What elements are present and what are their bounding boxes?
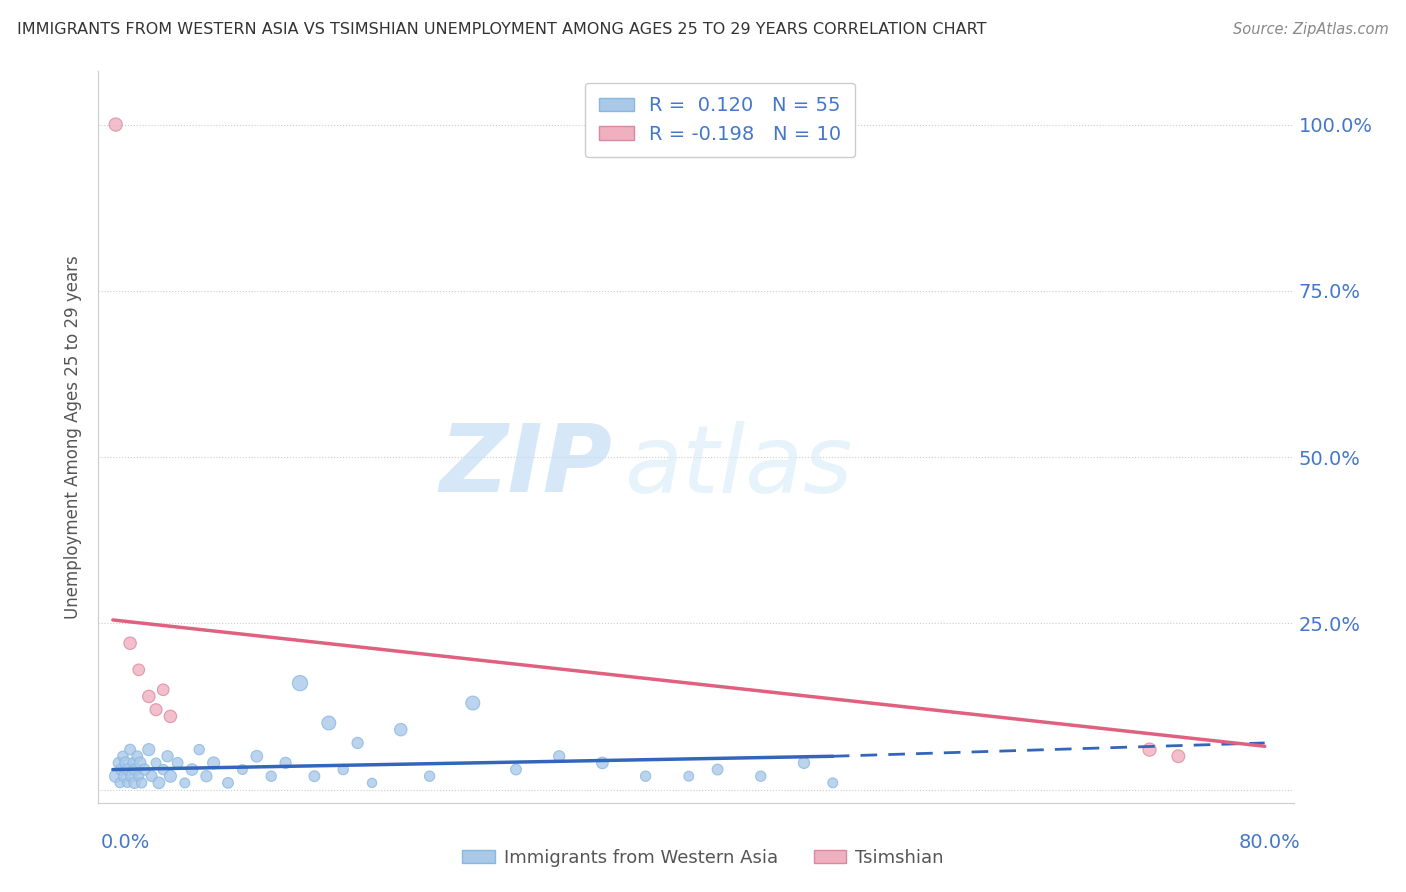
Point — [108, 776, 131, 790]
Point — [419, 769, 441, 783]
Point — [107, 756, 129, 770]
Point — [505, 763, 527, 777]
Point — [141, 769, 163, 783]
Text: Source: ZipAtlas.com: Source: ZipAtlas.com — [1233, 22, 1389, 37]
Point — [159, 709, 181, 723]
Point — [159, 769, 181, 783]
Point — [118, 763, 141, 777]
Point — [120, 742, 142, 756]
Point — [121, 769, 143, 783]
Point — [274, 756, 297, 770]
Point — [104, 769, 127, 783]
Point — [749, 769, 772, 783]
Text: ZIP: ZIP — [440, 420, 613, 512]
Point — [131, 776, 153, 790]
Point — [793, 756, 815, 770]
Point — [128, 663, 150, 677]
Text: atlas: atlas — [624, 421, 852, 512]
Point — [173, 776, 195, 790]
Point — [127, 749, 149, 764]
Point — [202, 756, 225, 770]
Point — [246, 749, 269, 764]
Point — [332, 763, 354, 777]
Point — [217, 776, 239, 790]
Point — [138, 742, 160, 756]
Point — [361, 776, 384, 790]
Point — [114, 756, 136, 770]
Point — [145, 756, 167, 770]
Legend: R =  0.120   N = 55, R = -0.198   N = 10: R = 0.120 N = 55, R = -0.198 N = 10 — [585, 83, 855, 158]
Point — [389, 723, 412, 737]
Point — [134, 763, 156, 777]
Text: 0.0%: 0.0% — [101, 833, 150, 853]
Point — [112, 769, 135, 783]
Point — [181, 763, 204, 777]
Point — [821, 776, 844, 790]
Point — [145, 703, 167, 717]
Point — [111, 749, 134, 764]
Point — [260, 769, 283, 783]
Point — [346, 736, 368, 750]
Text: IMMIGRANTS FROM WESTERN ASIA VS TSIMSHIAN UNEMPLOYMENT AMONG AGES 25 TO 29 YEARS: IMMIGRANTS FROM WESTERN ASIA VS TSIMSHIA… — [17, 22, 987, 37]
Legend: Immigrants from Western Asia, Tsimshian: Immigrants from Western Asia, Tsimshian — [456, 842, 950, 874]
Point — [110, 763, 132, 777]
Point — [304, 769, 326, 783]
Point — [124, 776, 146, 790]
Point — [706, 763, 728, 777]
Y-axis label: Unemployment Among Ages 25 to 29 years: Unemployment Among Ages 25 to 29 years — [65, 255, 83, 619]
Point — [156, 749, 179, 764]
Point — [195, 769, 218, 783]
Point — [1167, 749, 1189, 764]
Point — [678, 769, 700, 783]
Point — [166, 756, 188, 770]
Point — [318, 716, 340, 731]
Point — [120, 636, 142, 650]
Point — [138, 690, 160, 704]
Point — [129, 756, 152, 770]
Point — [148, 776, 170, 790]
Point — [125, 763, 148, 777]
Point — [104, 118, 127, 132]
Text: 80.0%: 80.0% — [1239, 833, 1301, 853]
Point — [115, 776, 138, 790]
Point — [591, 756, 613, 770]
Point — [461, 696, 484, 710]
Point — [128, 769, 150, 783]
Point — [288, 676, 311, 690]
Point — [122, 756, 145, 770]
Point — [152, 682, 174, 697]
Point — [634, 769, 657, 783]
Point — [231, 763, 253, 777]
Point — [152, 763, 174, 777]
Point — [1139, 742, 1161, 756]
Point — [548, 749, 571, 764]
Point — [188, 742, 211, 756]
